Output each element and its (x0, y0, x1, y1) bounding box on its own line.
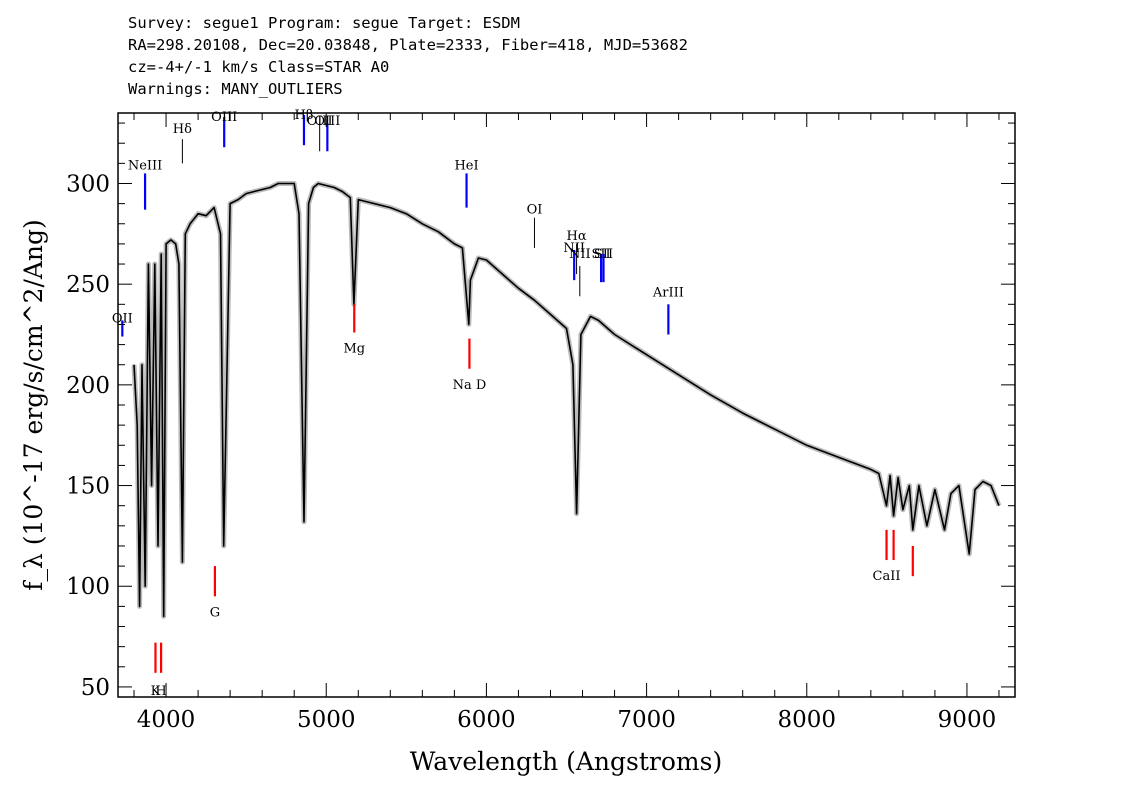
line-label: Na D (453, 378, 487, 393)
spectrum-header: Survey: segue1 Program: segue Target: ES… (128, 12, 1028, 100)
line-label: ArIII (652, 285, 684, 300)
header-line-survey: Survey: segue1 Program: segue Target: ES… (128, 14, 520, 32)
y-tick-label: 300 (66, 171, 110, 197)
x-tick-label: 4000 (137, 707, 196, 733)
y-tick-label: 150 (66, 474, 110, 500)
line-label: G (210, 605, 220, 620)
line-label: NeIII (128, 158, 162, 173)
line-label: H (155, 684, 166, 699)
line-label: OII (112, 311, 133, 326)
y-axis-label: f_λ (10^-17 erg/s/cm^2/Ang) (19, 219, 48, 591)
y-tick-label: 200 (66, 373, 110, 399)
x-tick-label: 8000 (777, 707, 836, 733)
plot-frame (117, 112, 1016, 698)
line-label: Hδ (173, 122, 192, 137)
x-tick-label: 9000 (938, 707, 997, 733)
line-label: Mg (343, 342, 365, 357)
line-label: OIII (314, 114, 340, 129)
y-tick-label: 100 (66, 574, 110, 600)
line-label: HeI (454, 158, 478, 173)
y-tick-label: 250 (66, 272, 110, 298)
x-tick-label: 7000 (617, 707, 676, 733)
line-label: SII (592, 247, 611, 262)
header-line-redshift-class: cz=-4+/-1 km/s Class=STAR A0 (128, 58, 390, 76)
header-line-warnings: Warnings: MANY_OUTLIERS (128, 80, 343, 98)
spectrum-line (133, 182, 1000, 618)
chart-ticks: 4000 5000 6000 7000 8000 9000 50 100 150 200 250 30… (66, 113, 1015, 733)
line-label: NII (563, 241, 585, 256)
header-line-coordinates: RA=298.20108, Dec=20.03848, Plate=2333, … (128, 36, 688, 54)
line-label: Hβ (295, 108, 314, 123)
x-tick-label: 6000 (457, 707, 516, 733)
line-label: SII (594, 247, 613, 262)
line-label: K (151, 684, 161, 699)
line-label: Hα (567, 229, 587, 244)
line-label: NII (569, 247, 591, 262)
x-axis-label: Wavelength (Angstroms) (410, 747, 722, 776)
line-label: OIII (211, 110, 237, 125)
line-label: CaII (873, 569, 901, 584)
line-label: OI (527, 203, 543, 218)
y-tick-label: 50 (81, 675, 110, 701)
x-tick-label: 5000 (297, 707, 356, 733)
